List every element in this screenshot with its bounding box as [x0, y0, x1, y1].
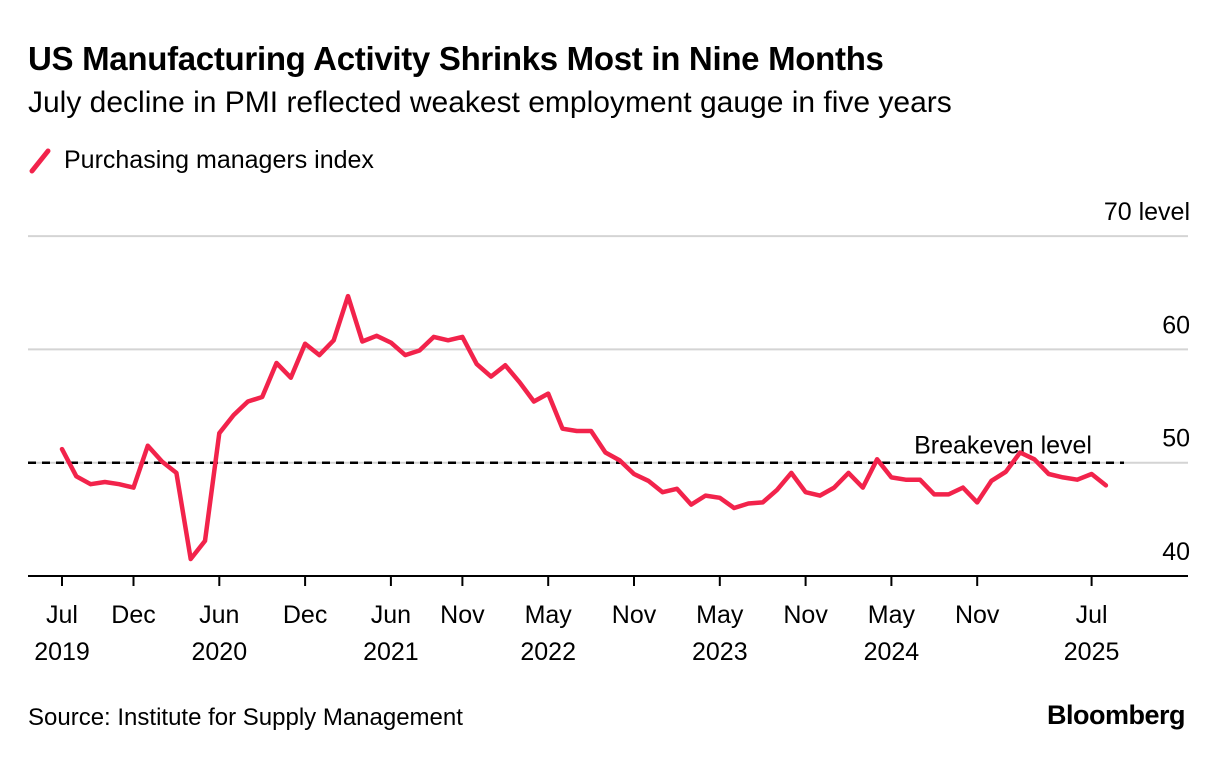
x-tick-month-5: Dec [111, 601, 155, 629]
y-tick-label-40: 40 [1162, 538, 1190, 566]
source-note: Source: Institute for Supply Management [28, 704, 463, 731]
line-swatch-icon [29, 148, 51, 173]
pmi-line-chart: 40 50 60 70 level Breakeven level Jul 2019 De… [28, 198, 1190, 666]
series-group [59, 293, 1109, 562]
y-tick-label-50: 50 [1162, 425, 1190, 453]
bloomberg-logo: Bloomberg [1046, 700, 1186, 730]
x-tick-month-46: May [696, 601, 744, 629]
breakeven-label: Breakeven level [914, 432, 1092, 460]
x-tick-month-72: Jul [1076, 601, 1108, 629]
chart-title: US Manufacturing Activity Shrinks Most i… [28, 40, 884, 77]
y-tick-label-60: 60 [1162, 311, 1190, 339]
x-tick-month-17: Dec [283, 601, 327, 629]
x-tick-year-0: 2019 [34, 638, 90, 666]
x-tick-month-34: May [525, 601, 573, 629]
x-tick-month-23: Jun [371, 601, 411, 629]
y-axis-ticks: 40 50 60 70 level [1104, 198, 1190, 566]
x-tick-year-11: 2020 [191, 638, 247, 666]
x-tick-year-46: 2023 [692, 638, 748, 666]
x-tick-month-28: Nov [440, 601, 485, 629]
x-tick-month-40: Nov [612, 601, 657, 629]
gridlines [28, 235, 1188, 464]
x-tick-month-64: Nov [955, 601, 1000, 629]
breakeven-reference: Breakeven level [28, 432, 1124, 464]
x-tick-year-23: 2021 [363, 638, 419, 666]
chart-subtitle: July decline in PMI reflected weakest em… [28, 86, 952, 119]
legend: Purchasing managers index [28, 146, 374, 175]
legend-label: Purchasing managers index [64, 146, 374, 174]
x-tick-year-58: 2024 [864, 638, 920, 666]
x-tick-month-0: Jul [46, 601, 78, 629]
x-tick-year-72: 2025 [1064, 638, 1120, 666]
x-tick-year-34: 2022 [520, 638, 576, 666]
x-axis: Jul 2019 Dec Jun 2020 Dec Jun 2021 Nov May 2022 Nov… [28, 575, 1188, 666]
series-line-pmi [59, 293, 1109, 562]
x-tick-month-52: Nov [783, 601, 828, 629]
y-tick-label-70: 70 level [1104, 198, 1190, 226]
x-tick-month-58: May [868, 601, 916, 629]
x-tick-month-11: Jun [199, 601, 239, 629]
